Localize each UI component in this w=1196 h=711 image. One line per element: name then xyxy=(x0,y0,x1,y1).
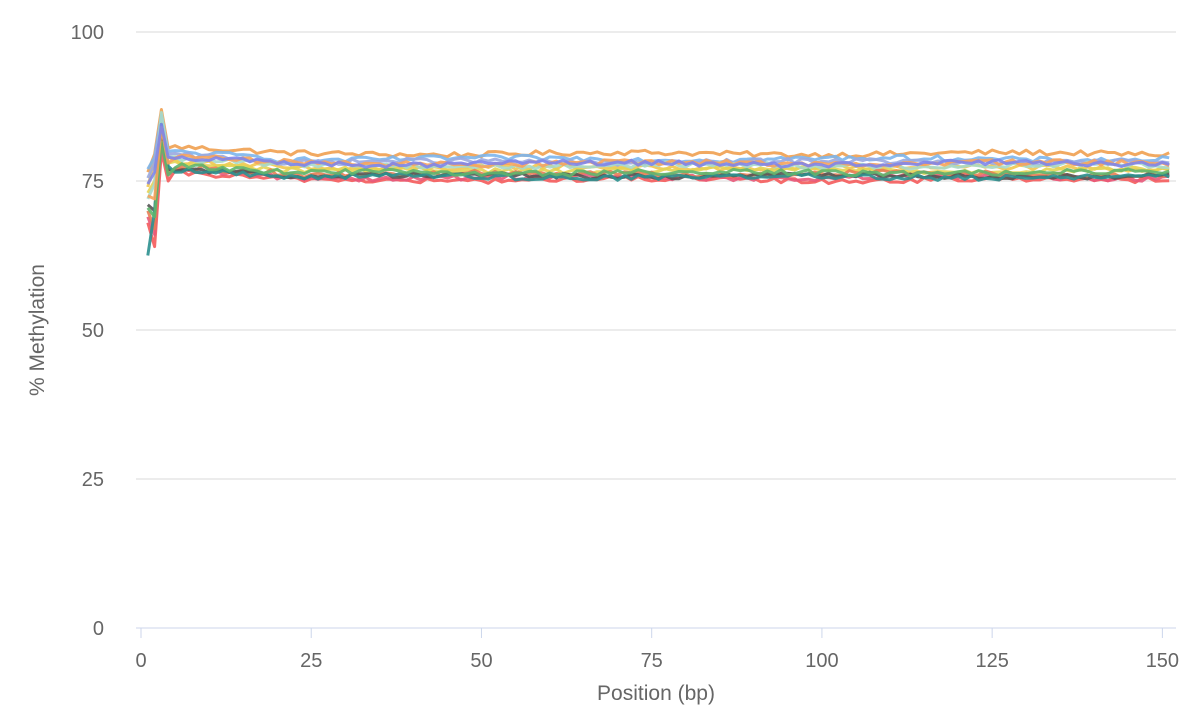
series-lines xyxy=(146,108,1170,256)
x-tick-labels: 0 25 50 75 100 125 150 xyxy=(135,650,1179,672)
series-line-1 xyxy=(146,108,1170,173)
y-axis-title: % Methylation xyxy=(26,264,49,396)
y-tick-label-0: 0 xyxy=(93,618,104,640)
y-tick-label-100: 100 xyxy=(71,22,104,44)
x-tick-label-125: 125 xyxy=(975,650,1008,672)
x-tick-label-50: 50 xyxy=(470,650,492,672)
y-tick-label-25: 25 xyxy=(82,469,104,491)
series-line-6 xyxy=(146,111,1170,200)
x-axis xyxy=(136,627,1176,638)
series-line-12 xyxy=(146,140,1170,219)
x-tick-label-150: 150 xyxy=(1146,650,1179,672)
x-axis-title: Position (bp) xyxy=(597,682,715,705)
x-tick-label-100: 100 xyxy=(805,650,838,672)
series-line-14 xyxy=(146,122,1170,185)
x-tick-label-75: 75 xyxy=(641,650,663,672)
x-tick-label-0: 0 xyxy=(135,650,146,672)
gridlines xyxy=(136,31,1176,480)
x-tick-label-25: 25 xyxy=(300,650,322,672)
y-tick-label-50: 50 xyxy=(82,320,104,342)
y-tick-label-75: 75 xyxy=(82,171,104,193)
y-tick-labels: 0 25 50 75 100 xyxy=(71,22,104,640)
series-line-11 xyxy=(146,122,1170,256)
